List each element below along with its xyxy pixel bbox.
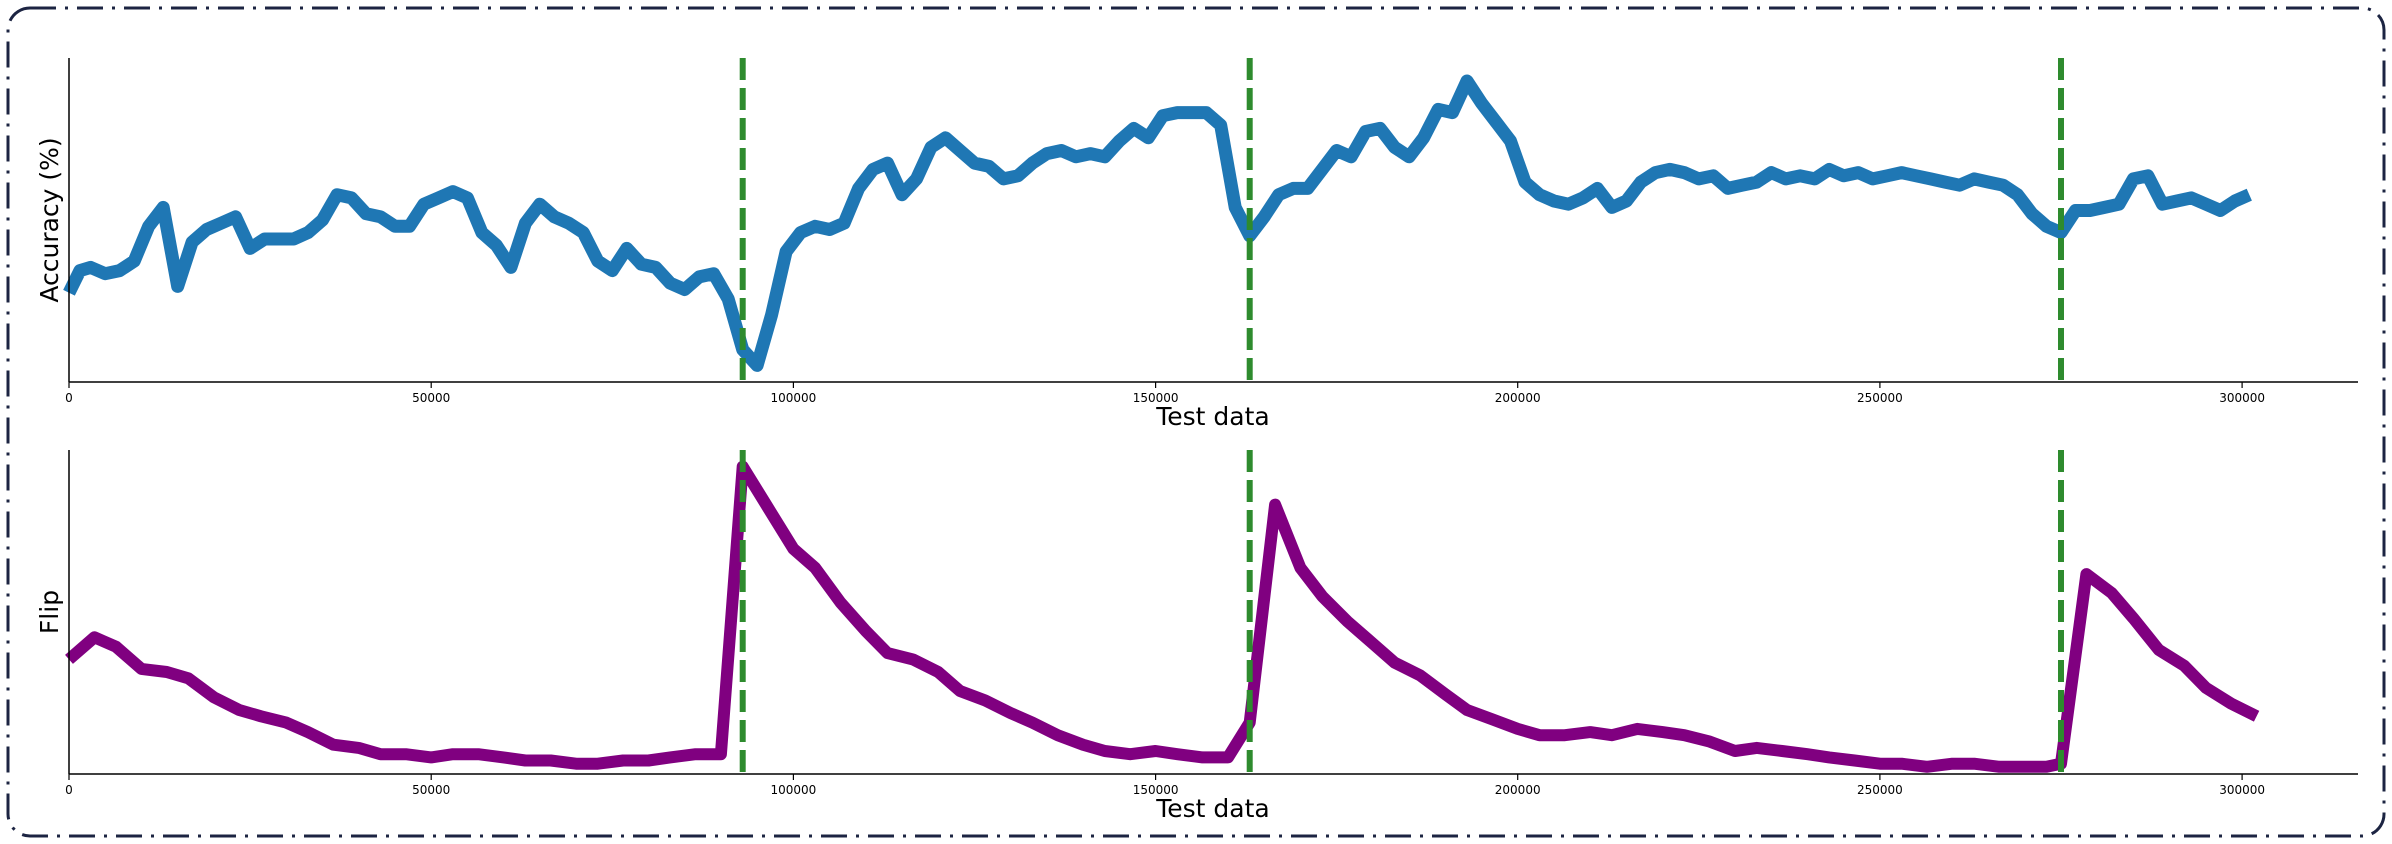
accuracy-x-tick-label-2: 100000 [770,391,816,405]
accuracy-x-tick-label-6: 300000 [2219,391,2265,405]
flip-x-tick-label-1: 50000 [412,783,450,797]
accuracy-x-ticks: 0 50000 100000 150000 200000 250000 300000 [65,382,2265,405]
accuracy-y-axis-title: Accuracy (%) [35,137,64,302]
accuracy-x-tick-label-3: 150000 [1133,391,1179,405]
accuracy-series-layer [63,74,2252,372]
flip-series-line-0 [65,460,2260,773]
flip-series-layer [65,460,2260,773]
flip-x-ticks: 0 50000 100000 150000 200000 250000 300000 [65,774,2265,797]
flip-panel: 0 50000 100000 150000 200000 250000 300000 Tes… [35,450,2358,823]
accuracy-x-tick-label-4: 200000 [1495,391,1541,405]
accuracy-x-tick-label-0: 0 [65,391,73,405]
flip-x-tick-label-3: 150000 [1133,783,1179,797]
flip-x-tick-label-4: 200000 [1495,783,1541,797]
accuracy-x-tick-label-5: 250000 [1857,391,1903,405]
accuracy-panel: 0 50000 100000 150000 200000 250000 300000 Tes… [35,58,2358,431]
flip-x-tick-label-2: 100000 [770,783,816,797]
accuracy-drift-lines [739,58,2064,382]
figure-border [6,6,2386,838]
flip-drift-lines [739,450,2064,774]
accuracy-series-line-0 [63,74,2252,372]
flip-x-tick-label-6: 300000 [2219,783,2265,797]
flip-x-axis-title: Test data [1155,794,1270,823]
flip-x-tick-label-5: 250000 [1857,783,1903,797]
accuracy-x-axis-title: Test data [1155,402,1270,431]
accuracy-x-tick-label-1: 50000 [412,391,450,405]
flip-y-axis-title: Flip [35,590,64,634]
flip-x-tick-label-0: 0 [65,783,73,797]
